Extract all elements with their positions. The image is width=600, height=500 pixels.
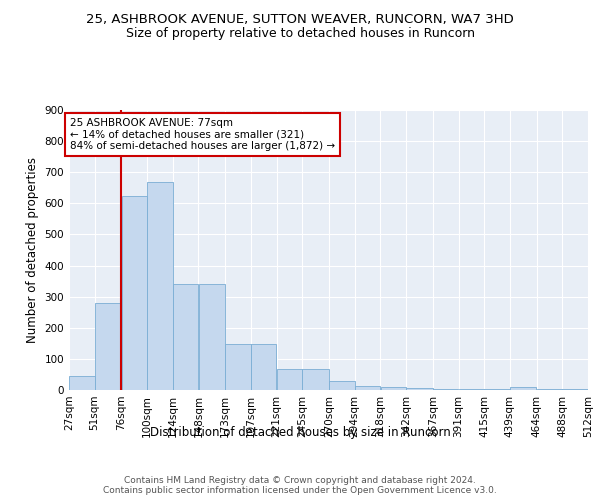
Bar (173, 284, 199, 390)
Text: Size of property relative to detached houses in Runcorn: Size of property relative to detached ho… (125, 28, 475, 40)
Bar (355, 386, 380, 390)
Text: 25, ASHBROOK AVENUE, SUTTON WEAVER, RUNCORN, WA7 3HD: 25, ASHBROOK AVENUE, SUTTON WEAVER, RUNC… (86, 12, 514, 26)
Bar (510, 387, 536, 390)
Bar (406, 388, 433, 390)
Bar (226, 344, 251, 390)
Text: 25 ASHBROOK AVENUE: 77sqm
← 14% of detached houses are smaller (321)
84% of semi: 25 ASHBROOK AVENUE: 77sqm ← 14% of detac… (70, 118, 335, 151)
Bar (251, 344, 277, 390)
Bar (302, 370, 329, 390)
Bar (122, 196, 147, 390)
Text: Contains HM Land Registry data © Crown copyright and database right 2024.
Contai: Contains HM Land Registry data © Crown c… (103, 476, 497, 495)
Text: Distribution of detached houses by size in Runcorn: Distribution of detached houses by size … (149, 426, 451, 439)
Bar (95, 303, 121, 390)
Bar (277, 370, 302, 390)
Bar (329, 380, 355, 390)
Bar (69, 376, 95, 390)
Bar (147, 182, 173, 390)
Y-axis label: Number of detached properties: Number of detached properties (26, 157, 39, 343)
Bar (380, 387, 406, 390)
Bar (199, 284, 225, 390)
